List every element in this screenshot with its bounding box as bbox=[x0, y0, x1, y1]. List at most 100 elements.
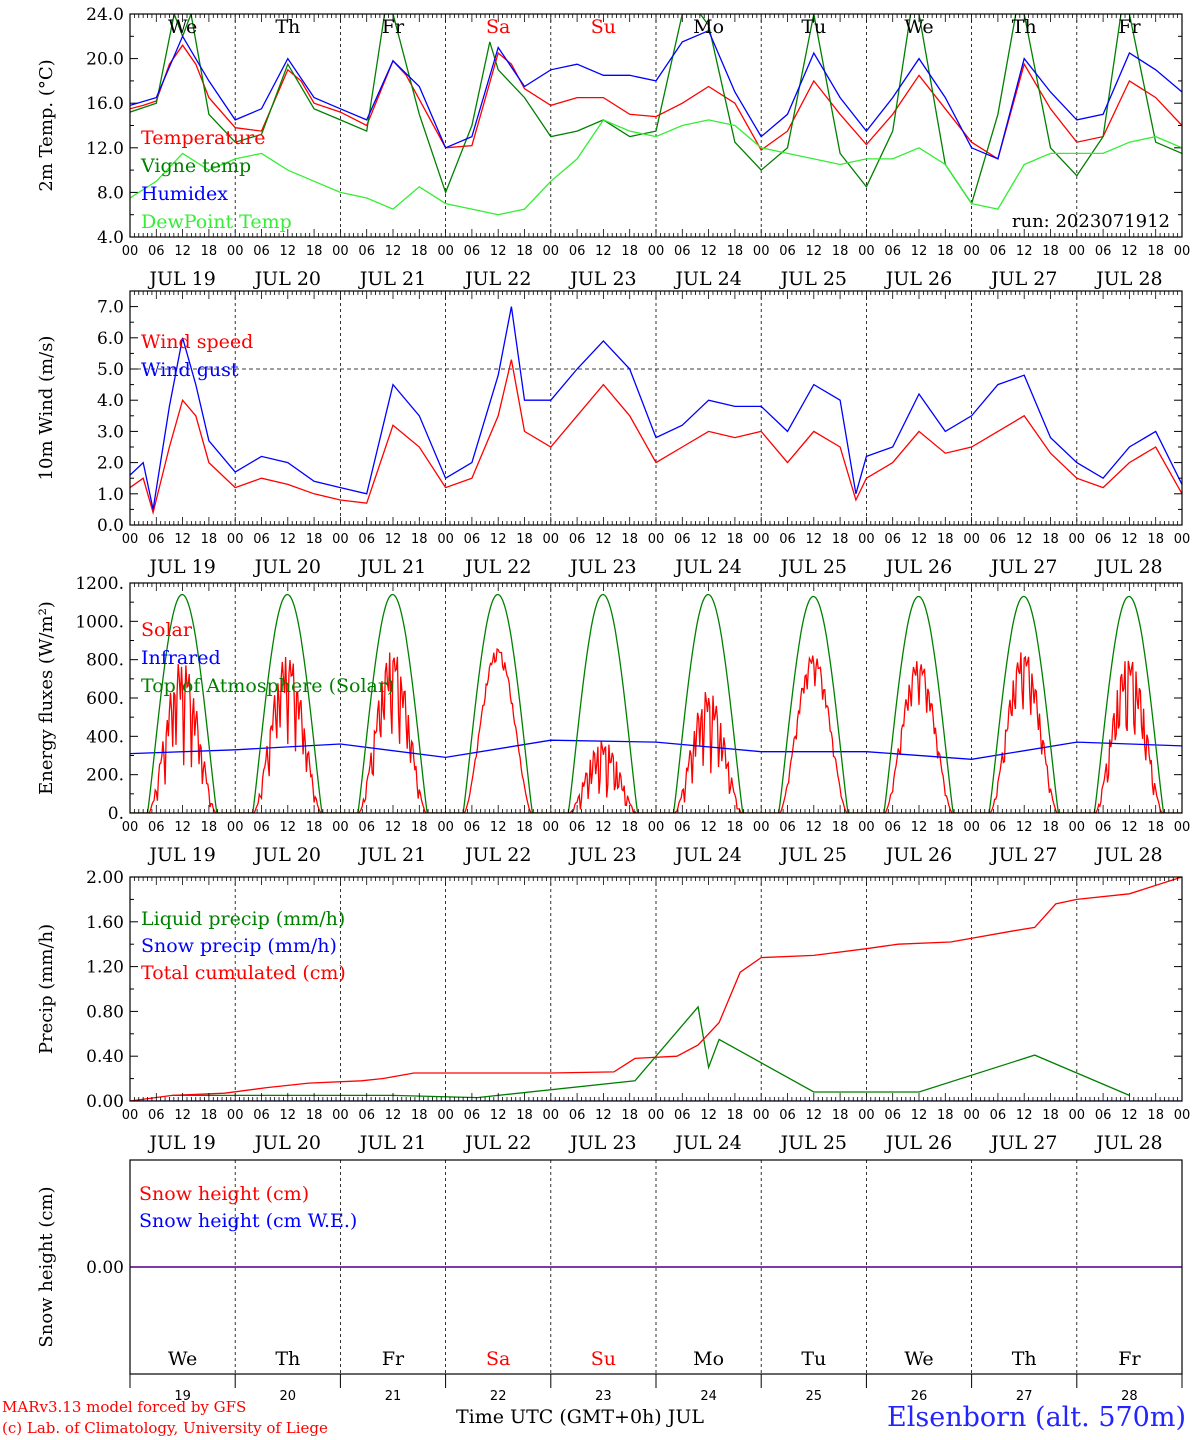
hour-tick-label: 18 bbox=[411, 244, 428, 259]
hour-tick-label: 18 bbox=[1042, 244, 1059, 259]
hour-tick-label: 00 bbox=[332, 244, 349, 259]
day-label: JUL 26 bbox=[884, 556, 952, 578]
hour-tick-label: 06 bbox=[358, 532, 375, 547]
hour-tick-label: 12 bbox=[911, 532, 928, 547]
y-tick-label: 4.0 bbox=[97, 228, 124, 248]
y-tick-label: 400. bbox=[86, 727, 124, 747]
day-number-label: 25 bbox=[806, 1389, 823, 1404]
legend-entry: Solar bbox=[141, 619, 193, 641]
day-number-label: 26 bbox=[911, 1389, 928, 1404]
plot-frame bbox=[129, 13, 1183, 238]
y-axis-label: Energy fluxes (W/m²) bbox=[36, 601, 57, 795]
hour-tick-label: 06 bbox=[1095, 244, 1112, 259]
hour-tick-label: 06 bbox=[990, 1108, 1007, 1123]
y-tick-label: 800. bbox=[86, 651, 124, 671]
hour-tick-label: 12 bbox=[911, 1108, 928, 1123]
plot-area bbox=[130, 306, 1182, 516]
hour-tick-label: 00 bbox=[437, 532, 454, 547]
hour-tick-label: 06 bbox=[569, 1108, 586, 1123]
plot-area bbox=[130, 14, 1182, 216]
hour-tick-label: 06 bbox=[990, 532, 1007, 547]
day-label: JUL 23 bbox=[568, 268, 636, 290]
y-tick-label: 0.40 bbox=[86, 1047, 124, 1067]
hour-tick-label: 00 bbox=[963, 820, 980, 835]
day-label: JUL 21 bbox=[358, 844, 426, 866]
hour-tick-label: 18 bbox=[306, 820, 323, 835]
hour-tick-label: 12 bbox=[385, 1108, 402, 1123]
hour-tick-label: 18 bbox=[516, 244, 533, 259]
hour-tick-label: 06 bbox=[674, 820, 691, 835]
hour-tick-label: 06 bbox=[884, 1108, 901, 1123]
hour-tick-label: 00 bbox=[227, 532, 244, 547]
day-label: JUL 23 bbox=[568, 1132, 636, 1154]
hour-tick-label: 00 bbox=[543, 244, 560, 259]
hour-tick-label: 18 bbox=[937, 244, 954, 259]
hour-tick-label: 12 bbox=[806, 1108, 823, 1123]
hour-tick-label: 18 bbox=[201, 532, 218, 547]
hour-tick-label: 06 bbox=[148, 820, 165, 835]
series-line bbox=[130, 119, 1182, 216]
day-label: JUL 19 bbox=[147, 268, 215, 290]
series-line bbox=[130, 14, 1182, 206]
day-label: JUL 28 bbox=[1094, 1132, 1162, 1154]
legend-entry: Snow precip (mm/h) bbox=[141, 935, 337, 957]
hour-tick-label: 18 bbox=[832, 820, 849, 835]
hour-tick-label: 12 bbox=[595, 532, 612, 547]
legend-entry: Humidex bbox=[141, 183, 228, 205]
hour-tick-label: 06 bbox=[464, 532, 481, 547]
hour-tick-label: 06 bbox=[358, 1108, 375, 1123]
hour-tick-label: 18 bbox=[1147, 532, 1164, 547]
hour-tick-label: 06 bbox=[148, 244, 165, 259]
y-axis-label: Precip (mm/h) bbox=[36, 924, 57, 1054]
y-tick-label: 3.0 bbox=[97, 422, 124, 442]
day-label: JUL 21 bbox=[358, 268, 426, 290]
day-label: JUL 26 bbox=[884, 1132, 952, 1154]
hour-tick-label: 18 bbox=[937, 820, 954, 835]
day-label: JUL 23 bbox=[568, 556, 636, 578]
hour-tick-label: 18 bbox=[306, 532, 323, 547]
hour-tick-label: 00 bbox=[437, 820, 454, 835]
hour-tick-label: 18 bbox=[832, 1108, 849, 1123]
weekday-label: Mo bbox=[693, 16, 724, 38]
hour-tick-label: 12 bbox=[385, 532, 402, 547]
weekday-label: Fr bbox=[382, 16, 405, 38]
day-label: JUL 27 bbox=[989, 844, 1057, 866]
hour-tick-label: 06 bbox=[253, 532, 270, 547]
weekday-label: Fr bbox=[1118, 1348, 1141, 1370]
y-tick-label: 2.00 bbox=[86, 868, 124, 888]
day-label: JUL 22 bbox=[463, 268, 531, 290]
hour-tick-label: 06 bbox=[569, 532, 586, 547]
hour-tick-label: 06 bbox=[884, 244, 901, 259]
day-label: JUL 20 bbox=[253, 268, 321, 290]
hour-tick-label: 00 bbox=[753, 532, 770, 547]
hour-tick-label: 18 bbox=[621, 532, 638, 547]
hour-tick-label: 12 bbox=[1016, 1108, 1033, 1123]
hour-tick-label: 12 bbox=[806, 820, 823, 835]
model-credit: MARv3.13 model forced by GFS bbox=[2, 1398, 247, 1416]
y-tick-label: 2.0 bbox=[97, 454, 124, 474]
hour-tick-label: 18 bbox=[1042, 532, 1059, 547]
y-tick-label: 0.80 bbox=[86, 1002, 124, 1022]
hour-tick-label: 06 bbox=[674, 1108, 691, 1123]
day-label: JUL 20 bbox=[253, 1132, 321, 1154]
hour-tick-label: 18 bbox=[201, 244, 218, 259]
series-line bbox=[172, 1005, 1130, 1099]
day-label: JUL 21 bbox=[358, 556, 426, 578]
series-line bbox=[130, 359, 1182, 516]
y-tick-label: 1.60 bbox=[86, 913, 124, 933]
legend-entry: Snow height (cm W.E.) bbox=[139, 1210, 357, 1232]
hour-tick-label: 06 bbox=[884, 532, 901, 547]
weekday-label: We bbox=[904, 16, 933, 38]
y-tick-label: 6.0 bbox=[97, 329, 124, 349]
y-tick-label: 24.0 bbox=[86, 5, 124, 25]
hour-tick-label: 06 bbox=[884, 820, 901, 835]
panel-3: 0. 200. 400. 600. 800. 1000. 1200. Energy fluxe… bbox=[36, 574, 1190, 866]
hour-tick-label: 00 bbox=[753, 244, 770, 259]
hour-tick-label: 18 bbox=[727, 532, 744, 547]
y-tick-label: 0.0 bbox=[97, 516, 124, 536]
hour-tick-label: 06 bbox=[253, 244, 270, 259]
hour-tick-label: 00 bbox=[332, 820, 349, 835]
weekday-label: We bbox=[168, 1348, 197, 1370]
legend-entry: Liquid precip (mm/h) bbox=[141, 908, 345, 930]
day-label: JUL 24 bbox=[673, 1132, 741, 1154]
